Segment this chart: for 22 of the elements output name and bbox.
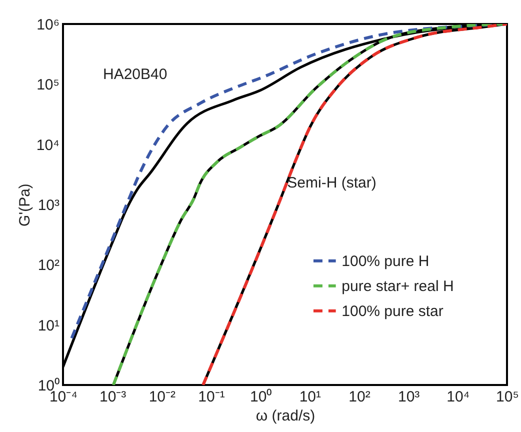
x-axis-title: ω (rad/s) xyxy=(256,408,316,424)
legend-label: 100% pure star xyxy=(342,302,444,320)
legend-label: pure star+ real H xyxy=(342,278,454,295)
y-tick-label: 10⁶ xyxy=(36,16,60,34)
x-tick-label: 10⁴ xyxy=(446,388,470,406)
x-tick-label: 10² xyxy=(348,388,370,406)
x-tick-label: 10¹ xyxy=(299,388,322,406)
y-axis-title: G'(Pa) xyxy=(16,184,34,226)
y-tick-label: 10³ xyxy=(38,197,60,214)
y-tick-label: 10⁵ xyxy=(36,76,60,94)
x-tick-label: 10⁵ xyxy=(496,388,519,406)
annotation: Semi-H (star) xyxy=(287,174,376,192)
x-tick-label: 10³ xyxy=(398,388,420,406)
legend-label: 100% pure H xyxy=(342,252,430,270)
y-tick-label: 10¹ xyxy=(38,317,60,334)
x-tick-label: 10⁻³ xyxy=(99,388,126,406)
x-tick-label: 10⁻² xyxy=(148,388,176,406)
annotation: HA20B40 xyxy=(103,66,168,83)
y-tick-label: 10² xyxy=(38,257,60,274)
x-tick-label: 10⁰ xyxy=(250,388,272,406)
y-tick-label: 10⁴ xyxy=(36,136,60,154)
x-tick-label: 10⁻¹ xyxy=(198,388,225,406)
